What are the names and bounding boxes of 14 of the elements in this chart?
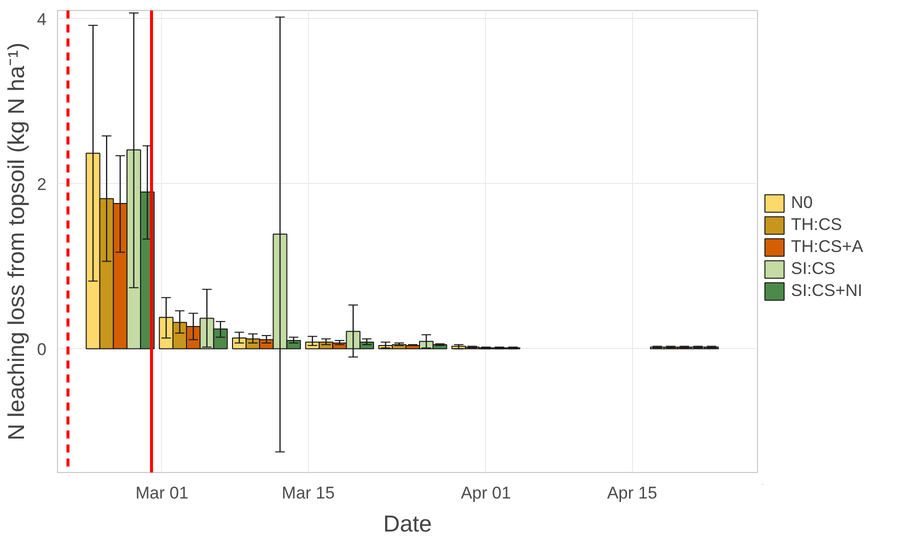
y-tick-label: 4 [37,10,47,29]
y-tick-label: 2 [37,174,47,194]
legend-label: SI:CS+NI [791,281,862,301]
x-tick-label: Mar 15 [282,484,335,502]
x-tick-label: Apr 15 [607,484,658,502]
y-axis-title: N leaching loss from topsoil (kg N ha⁻¹) [3,42,30,440]
legend-label: TH:CS [791,215,842,235]
x-axis-title: Date [383,510,432,536]
y-tick-label: 0 [37,340,47,359]
x-tick-label: Mar 01 [136,484,188,502]
legend-label: TH:CS+A [791,237,864,257]
legend-label: N0 [791,193,813,213]
x-tick-label: Apr 01 [460,484,511,502]
legend-label: SI:CS [791,259,836,279]
